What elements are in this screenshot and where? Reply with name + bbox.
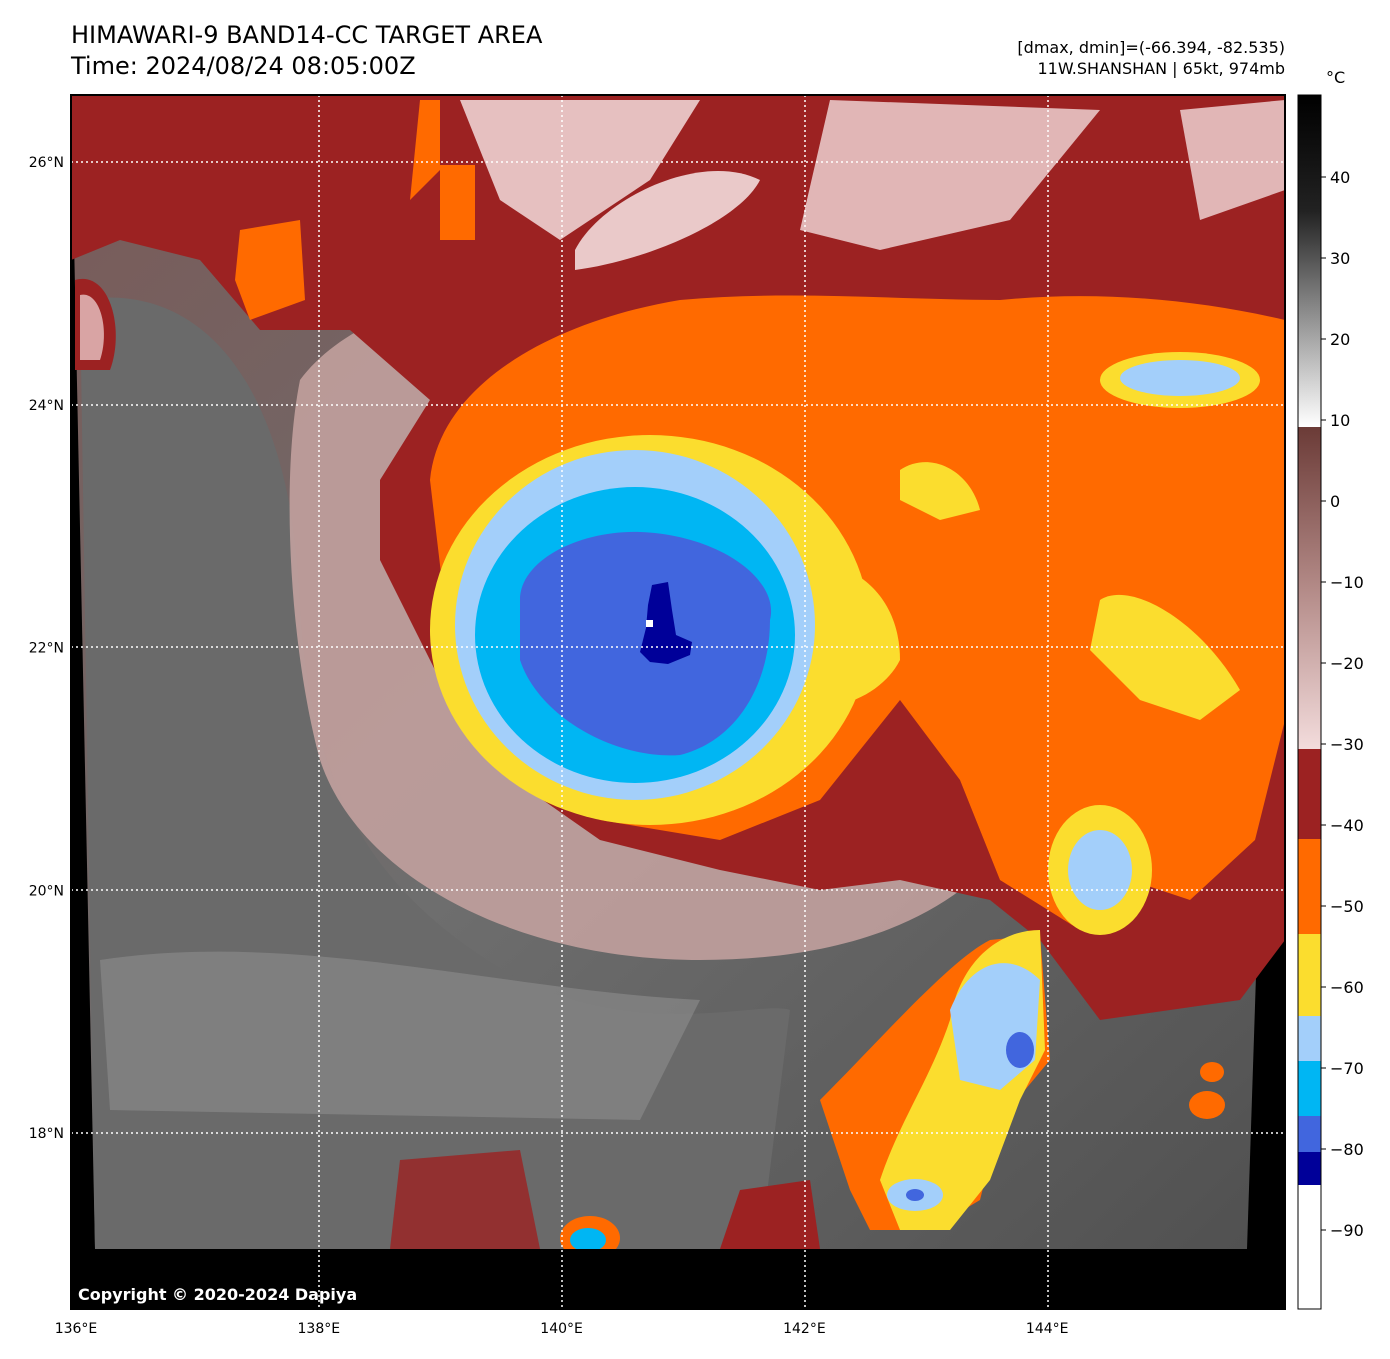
lon-label: 144°E xyxy=(1026,1321,1069,1337)
lon-label: 142°E xyxy=(783,1321,826,1337)
imagery-layer xyxy=(71,95,1285,1309)
lon-label: 138°E xyxy=(298,1321,341,1337)
colorbar-tick-label: 40 xyxy=(1330,168,1350,187)
copyright-text: Copyright © 2020-2024 Dapiya xyxy=(78,1285,357,1304)
lat-label: 20°N xyxy=(29,883,64,899)
colorbar-tick-label: −40 xyxy=(1330,816,1364,835)
colorbar-tick-label: 0 xyxy=(1330,492,1340,511)
colorbar-tick-label: −90 xyxy=(1330,1221,1364,1240)
data-range-label: [dmax, dmin]=(-66.394, -82.535) xyxy=(1017,38,1285,57)
map-frame xyxy=(70,94,1286,1310)
colorbar xyxy=(1297,94,1322,1310)
map-time: Time: 2024/08/24 08:05:00Z xyxy=(71,52,416,80)
graticule xyxy=(71,95,1285,1309)
map-title: HIMAWARI-9 BAND14-CC TARGET AREA xyxy=(71,21,543,49)
lat-label: 18°N xyxy=(29,1126,64,1142)
axis-ticks: 26°N 24°N 22°N 20°N 18°N 136°E 138°E 140°E 142°E… xyxy=(29,155,1069,1337)
lon-label: 140°E xyxy=(540,1321,583,1337)
colorbar-tick-label: 10 xyxy=(1330,411,1350,430)
lat-label: 26°N xyxy=(29,155,64,171)
storm-info-label: 11W.SHANSHAN | 65kt, 974mb xyxy=(1037,59,1285,78)
colorbar-tick-label: −60 xyxy=(1330,978,1364,997)
colorbar-tick-label: −30 xyxy=(1330,735,1364,754)
colorbar-tick-label: −10 xyxy=(1330,573,1364,592)
colorbar-tick-label: 30 xyxy=(1330,249,1350,268)
lat-label: 22°N xyxy=(29,641,64,657)
colorbar-tick-label: −70 xyxy=(1330,1059,1364,1078)
lon-label: 136°E xyxy=(55,1321,98,1337)
colorbar-tick-label: 20 xyxy=(1330,330,1350,349)
colorbar-ticks: 40 30 20 10 0 −10 −20 −30 −40 −50 −60 −70 −80 −90 xyxy=(1321,168,1364,1240)
lat-label: 24°N xyxy=(29,398,64,414)
colorbar-tick-label: −50 xyxy=(1330,897,1364,916)
colorbar-unit-label: °C xyxy=(1326,68,1346,87)
colorbar-tick-label: −20 xyxy=(1330,654,1364,673)
colorbar-tick-label: −80 xyxy=(1330,1140,1364,1159)
